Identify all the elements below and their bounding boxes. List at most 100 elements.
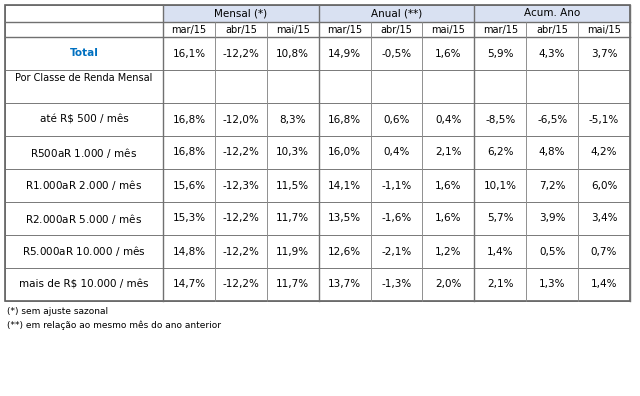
Text: Por Classe de Renda Mensal: Por Classe de Renda Mensal [15,73,153,83]
Text: 14,7%: 14,7% [172,280,205,289]
Bar [371,169,422,202]
Bar [474,268,526,301]
Text: -2,1%: -2,1% [381,246,412,257]
Bar [578,202,630,235]
Text: abr/15: abr/15 [536,25,568,34]
Text: 16,8%: 16,8% [172,147,205,158]
Bar [163,169,215,202]
Text: 8,3%: 8,3% [280,114,306,124]
Text: mar/15: mar/15 [172,25,207,34]
Text: 16,1%: 16,1% [172,48,205,59]
Text: mai/15: mai/15 [431,25,465,34]
Bar [163,70,215,103]
Text: mais de R$ 10.000 / mês: mais de R$ 10.000 / mês [19,280,148,289]
Text: 1,4%: 1,4% [487,246,513,257]
Bar [319,268,371,301]
Bar [578,169,630,202]
Text: 6,0%: 6,0% [591,181,617,190]
Bar [422,169,474,202]
Bar [578,268,630,301]
Text: 15,6%: 15,6% [172,181,205,190]
Bar [319,70,371,103]
Bar [267,37,319,70]
Text: 13,7%: 13,7% [328,280,361,289]
Text: R$ 2.000 a R$ 5.000 / mês: R$ 2.000 a R$ 5.000 / mês [26,211,143,225]
Text: mar/15: mar/15 [327,25,362,34]
Bar [526,136,578,169]
Bar [319,103,371,136]
Bar [578,22,630,37]
Text: 10,1%: 10,1% [484,181,516,190]
Bar [578,235,630,268]
Text: 13,5%: 13,5% [328,213,361,223]
Bar [163,235,215,268]
Text: 4,8%: 4,8% [539,147,565,158]
Text: 5,7%: 5,7% [487,213,513,223]
Bar [422,37,474,70]
Bar [474,136,526,169]
Text: 11,9%: 11,9% [276,246,309,257]
Bar [578,103,630,136]
Bar [267,169,319,202]
Bar [371,202,422,235]
Bar [526,22,578,37]
Text: 7,2%: 7,2% [539,181,565,190]
Text: 4,3%: 4,3% [539,48,565,59]
Text: 1,6%: 1,6% [435,181,461,190]
Bar [578,136,630,169]
Text: 4,2%: 4,2% [591,147,618,158]
Bar [215,136,267,169]
Bar [163,37,215,70]
Text: 12,6%: 12,6% [328,246,361,257]
Bar [526,37,578,70]
Bar [163,103,215,136]
Bar [215,37,267,70]
Bar [267,202,319,235]
Bar [422,235,474,268]
Text: 14,1%: 14,1% [328,181,361,190]
Bar [371,268,422,301]
Bar [215,202,267,235]
Text: -12,2%: -12,2% [222,246,259,257]
Bar [526,235,578,268]
Text: -12,2%: -12,2% [222,280,259,289]
Text: -12,2%: -12,2% [222,48,259,59]
Bar [319,235,371,268]
Text: 1,4%: 1,4% [591,280,618,289]
Text: -12,3%: -12,3% [222,181,259,190]
Text: 0,5%: 0,5% [539,246,565,257]
Text: mai/15: mai/15 [276,25,310,34]
Text: -1,3%: -1,3% [381,280,412,289]
Bar [5,5,163,22]
Bar [371,136,422,169]
Bar [474,169,526,202]
Bar [267,70,319,103]
Bar [215,70,267,103]
Text: -0,5%: -0,5% [381,48,412,59]
Bar [5,70,163,103]
Text: 2,0%: 2,0% [435,280,461,289]
Bar [215,235,267,268]
Text: abr/15: abr/15 [225,25,257,34]
Text: 0,6%: 0,6% [383,114,410,124]
Bar [371,235,422,268]
Text: 1,6%: 1,6% [435,48,461,59]
Text: Total: Total [70,48,99,59]
Bar [578,37,630,70]
Text: Acum. Ano: Acum. Ano [524,8,580,19]
Bar [319,37,371,70]
Bar [319,136,371,169]
Bar [371,70,422,103]
Text: mai/15: mai/15 [587,25,621,34]
Bar [163,202,215,235]
Text: 3,9%: 3,9% [539,213,565,223]
Text: 0,4%: 0,4% [383,147,410,158]
Text: 1,2%: 1,2% [435,246,461,257]
Text: 10,3%: 10,3% [276,147,309,158]
Bar [371,22,422,37]
Bar [474,22,526,37]
Text: R$ 5.000 a R$ 10.000 / mês: R$ 5.000 a R$ 10.000 / mês [22,244,146,259]
Text: 15,3%: 15,3% [172,213,205,223]
Bar [319,202,371,235]
Text: Mensal (*): Mensal (*) [214,8,268,19]
